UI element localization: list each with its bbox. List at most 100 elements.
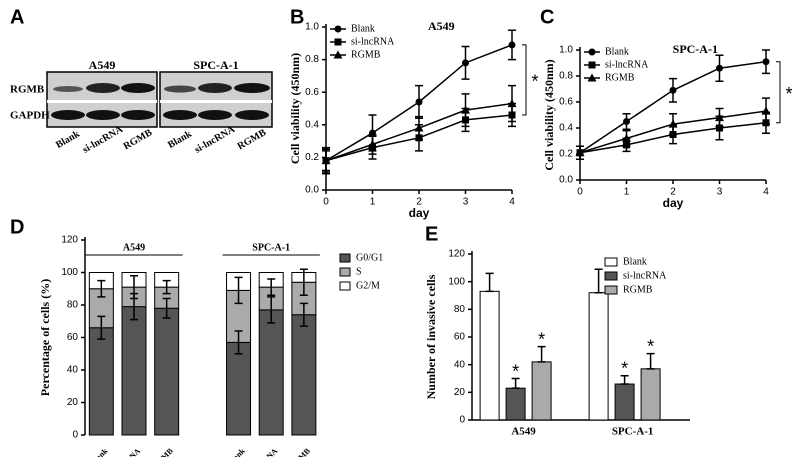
y-tick-label: 0	[459, 415, 465, 426]
y-tick-label: 40	[454, 359, 466, 370]
x-tick-label: Blank	[226, 446, 247, 457]
legend-label: RGMB	[351, 49, 381, 60]
row-label: GAPDH	[10, 110, 50, 122]
bar	[640, 368, 661, 421]
y-tick-label: 0.6	[305, 87, 319, 98]
error-bar	[267, 278, 276, 296]
legend-label: Blank	[605, 46, 629, 57]
y-axis-label: Cell viability (450nm)	[542, 59, 556, 170]
x-tick-label: 1	[624, 187, 630, 198]
panel-label: E	[425, 223, 438, 245]
x-tick-label: SPC-A-1	[612, 426, 654, 438]
y-tick-label: 0.2	[305, 152, 319, 163]
lane-label: RGMB	[236, 127, 269, 152]
significance-mark: *	[512, 361, 519, 381]
significance-mark: *	[647, 336, 654, 356]
marker	[415, 98, 423, 106]
panel-label: C	[540, 6, 554, 28]
significance-mark: *	[538, 329, 545, 349]
bar	[588, 292, 609, 421]
bar-segment	[258, 309, 284, 436]
y-tick-label: 20	[454, 387, 466, 398]
group-label: A549	[89, 58, 116, 72]
error-bar	[267, 296, 276, 324]
group-label: SPC-A-1	[193, 58, 238, 72]
marker	[622, 133, 631, 142]
legend-label: G2/M	[356, 280, 380, 291]
bar-segment	[226, 341, 252, 436]
y-tick-label: 100	[61, 267, 78, 278]
x-axis-label: day	[409, 206, 430, 220]
x-tick-label: 1	[370, 197, 376, 208]
error-bar	[234, 330, 243, 355]
legend-marker	[588, 48, 596, 56]
bar	[479, 290, 500, 421]
bar	[505, 387, 526, 421]
y-tick-label: 0.0	[305, 185, 319, 196]
significance-mark: *	[531, 72, 538, 92]
legend-swatch	[604, 285, 618, 295]
marker	[321, 156, 331, 165]
x-tick-label: 3	[463, 197, 469, 208]
y-tick-label: 20	[67, 397, 79, 408]
y-tick-label: 120	[448, 249, 465, 260]
lane-label: si-lncRNA	[193, 124, 238, 156]
legend-swatch	[604, 257, 618, 267]
bar	[614, 383, 635, 421]
marker	[507, 99, 517, 108]
x-tick-label: 3	[717, 187, 723, 198]
marker	[668, 119, 678, 128]
x-tick-label: 0	[323, 197, 329, 208]
marker	[716, 64, 723, 72]
y-tick-label: 0.8	[305, 54, 319, 65]
group-label: A549	[123, 242, 145, 253]
bar-segment	[154, 307, 180, 436]
y-tick-label: 80	[67, 300, 79, 311]
y-axis-label: Percentage of cells (%)	[38, 279, 52, 396]
legend-label: Blank	[351, 23, 375, 34]
x-tick-label: 4	[509, 197, 515, 208]
y-tick-label: 0	[72, 430, 78, 441]
legend-marker	[333, 50, 343, 59]
blot-image	[46, 71, 273, 128]
error-bar	[537, 345, 546, 363]
y-tick-label: 80	[454, 304, 466, 315]
x-tick-label: 0	[577, 187, 583, 198]
error-bar	[97, 315, 106, 340]
lane-label: Blank	[166, 128, 194, 151]
y-tick-label: 0.6	[559, 97, 573, 108]
x-tick-label: 2	[670, 187, 676, 198]
error-bar	[511, 377, 520, 389]
marker	[669, 86, 677, 94]
y-tick-label: 60	[454, 332, 466, 343]
lane-label: RGMB	[122, 127, 155, 152]
y-tick-label: 1.0	[559, 45, 573, 56]
bar	[531, 361, 552, 421]
chart-title: A549	[428, 19, 455, 33]
y-tick-label: 0.2	[559, 149, 573, 160]
x-tick-label: A549	[511, 426, 536, 438]
error-bar	[162, 297, 171, 319]
chart-title: SPC-A-1	[673, 42, 718, 56]
error-bar	[594, 268, 603, 294]
lane-label: si-lncRNA	[81, 124, 126, 156]
x-tick-label: RGMB	[288, 446, 312, 457]
error-bar	[162, 279, 171, 295]
marker	[715, 113, 724, 122]
marker	[462, 59, 469, 67]
error-bar	[130, 275, 138, 300]
bar-segment	[291, 314, 317, 436]
y-tick-label: 60	[67, 332, 79, 343]
y-tick-label: 100	[448, 276, 465, 287]
legend-label: Blank	[623, 256, 647, 267]
error-bar	[97, 279, 106, 298]
group-label: SPC-A-1	[252, 242, 290, 253]
x-tick-label: 4	[763, 187, 769, 198]
y-tick-label: 1.0	[305, 22, 319, 33]
error-bar	[620, 374, 629, 385]
legend-label: S	[356, 266, 362, 277]
panel-label: B	[290, 6, 304, 28]
legend-label: RGMB	[623, 284, 653, 295]
error-bar	[234, 276, 243, 305]
y-tick-label: 120	[61, 235, 78, 246]
